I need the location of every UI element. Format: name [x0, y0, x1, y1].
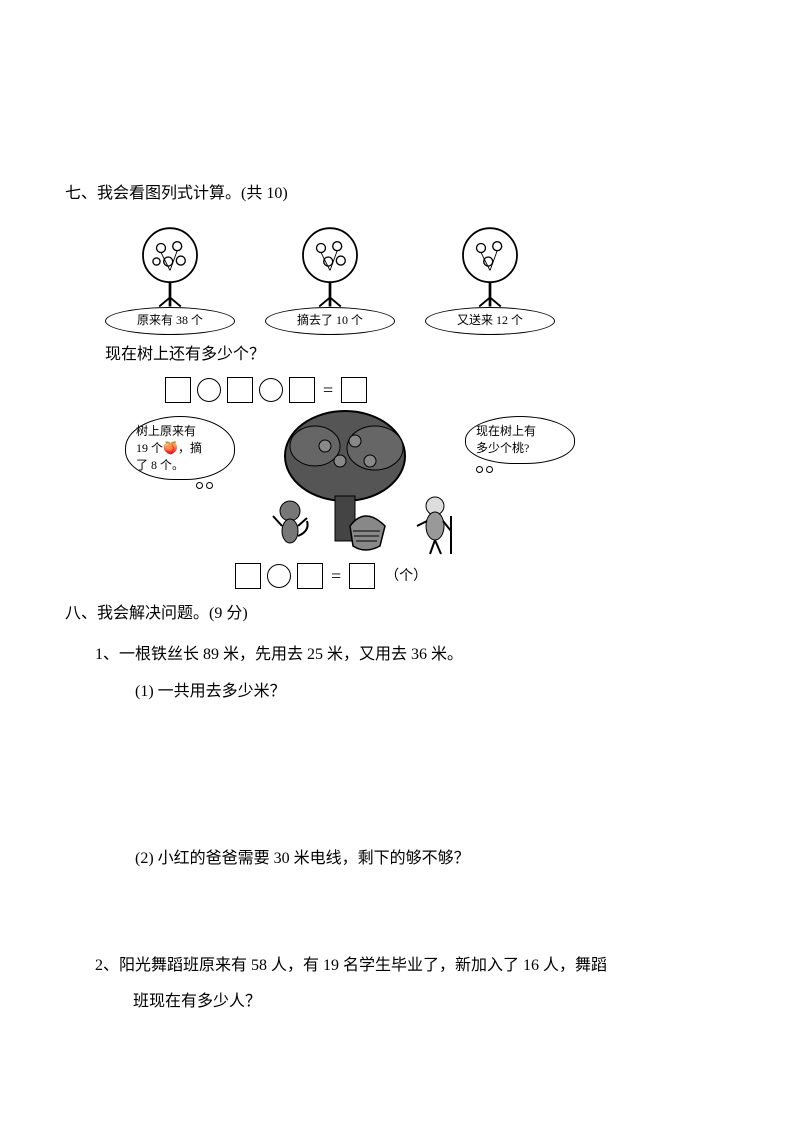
q8-1: 1、一根铁丝长 89 米，先用去 25 米，又用去 36 米。	[95, 641, 728, 670]
blank-circle[interactable]	[259, 378, 283, 402]
blank-box[interactable]	[297, 563, 323, 589]
equation-row-2: = （个）	[235, 560, 728, 592]
tree2-label: 摘去了 10 个	[265, 307, 395, 335]
section8-title: 八、我会解决问题。(9 分)	[65, 600, 728, 629]
speech-text: 19 个🍑，摘	[136, 441, 202, 455]
blank-box[interactable]	[227, 377, 253, 403]
right-speech-bubble: 现在树上有 多少个桃?	[465, 416, 575, 464]
bubble-tail-icon	[476, 466, 493, 473]
bubble-tail-icon	[196, 482, 213, 489]
scene-illustration	[235, 406, 465, 556]
tree-icon	[285, 221, 375, 311]
tree1-label: 原来有 38 个	[105, 307, 235, 335]
blank-box[interactable]	[349, 563, 375, 589]
tree-3: 又送来 12 个	[425, 221, 555, 335]
speech-text: 现在树上有	[476, 424, 536, 438]
speech-text: 树上原来有	[136, 424, 196, 438]
q7-question1: 现在树上还有多少个？	[105, 341, 728, 370]
speech-text: 了 8 个。	[136, 458, 184, 472]
left-speech-bubble: 树上原来有 19 个🍑，摘 了 8 个。	[125, 416, 235, 480]
q8-1a: (1) 一共用去多少米？	[135, 678, 728, 707]
tree-2: 摘去了 10 个	[265, 221, 395, 335]
equals-sign: =	[329, 560, 343, 592]
blank-box[interactable]	[165, 377, 191, 403]
q8-1b: (2) 小红的爸爸需要 30 米电线，剩下的够不够？	[135, 845, 728, 874]
tree3-label: 又送来 12 个	[425, 307, 555, 335]
section7-title: 七、我会看图列式计算。(共 10)	[65, 180, 728, 209]
unit-label: （个）	[385, 564, 427, 589]
blank-circle[interactable]	[197, 378, 221, 402]
blank-box[interactable]	[235, 563, 261, 589]
monkey-scene: 树上原来有 19 个🍑，摘 了 8 个。 现	[125, 406, 728, 556]
blank-circle[interactable]	[267, 564, 291, 588]
equals-sign: =	[321, 374, 335, 406]
blank-box[interactable]	[341, 377, 367, 403]
equation-row-1: =	[165, 374, 728, 406]
blank-box[interactable]	[289, 377, 315, 403]
q8-2-line1: 2、阳光舞蹈班原来有 58 人，有 19 名学生毕业了，新加入了 16 人，舞蹈	[95, 952, 728, 981]
tree-icon	[445, 221, 535, 311]
trees-row: 原来有 38 个 摘去了 10 个 又送来 12 个	[105, 221, 728, 335]
speech-text: 多少个桃?	[476, 441, 529, 455]
tree-1: 原来有 38 个	[105, 221, 235, 335]
tree-icon	[125, 221, 215, 311]
q8-2-line2: 班现在有多少人？	[133, 988, 728, 1017]
